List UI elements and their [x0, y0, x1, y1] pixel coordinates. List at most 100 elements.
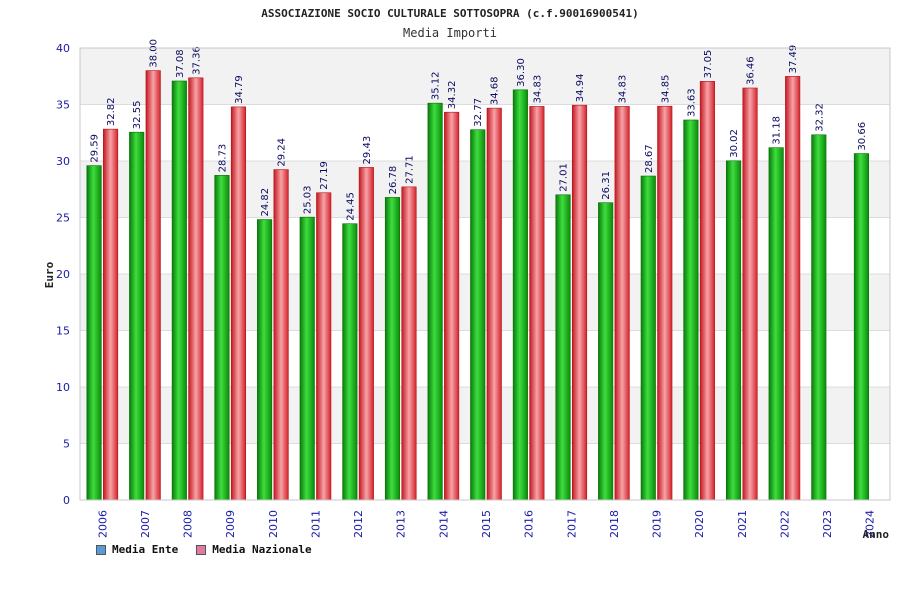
- x-tick-label: 2021: [736, 510, 749, 538]
- bar-media-ente: [555, 194, 571, 501]
- data-label: 38.00: [149, 39, 160, 68]
- data-label: 27.19: [319, 161, 330, 190]
- legend: Media Ente Media Nazionale: [96, 543, 312, 556]
- y-axis-title: Euro: [43, 261, 56, 288]
- bar-media-ente: [768, 147, 784, 501]
- x-tick-label: 2011: [309, 510, 322, 538]
- data-label: 28.67: [644, 144, 655, 173]
- y-tick-label: 25: [56, 212, 70, 225]
- x-tick-label: 2024: [864, 510, 877, 538]
- data-label: 30.02: [729, 129, 740, 158]
- bar-media-nazionale: [699, 81, 715, 501]
- legend-swatch-icon: [96, 544, 106, 555]
- bar-media-ente: [257, 219, 273, 501]
- bar-media-nazionale: [742, 87, 758, 501]
- bar-media-nazionale: [188, 77, 204, 501]
- data-label: 37.36: [191, 46, 202, 75]
- x-tick-label: 2007: [139, 510, 152, 538]
- x-tick-label: 2017: [565, 510, 578, 538]
- bar-media-ente: [598, 202, 614, 501]
- data-label: 29.43: [362, 136, 373, 165]
- data-label: 24.45: [345, 192, 356, 221]
- bar-media-ente: [853, 153, 869, 501]
- bar-media-nazionale: [145, 70, 161, 501]
- bar-media-nazionale: [401, 186, 417, 501]
- data-label: 29.24: [277, 138, 288, 167]
- data-label: 27.01: [559, 163, 570, 192]
- data-label: 32.77: [473, 98, 484, 127]
- bar-media-nazionale: [103, 128, 119, 501]
- x-tick-label: 2022: [778, 510, 791, 538]
- bar-media-ente: [86, 165, 102, 501]
- data-labels: 29.59 32.82 32.55 38.00 37.08 37.36 28.73 34.79…: [90, 39, 868, 221]
- bar-media-ente: [725, 160, 742, 501]
- data-label: 32.32: [814, 103, 825, 132]
- bar-media-ente: [640, 175, 656, 501]
- bar-media-ente: [811, 134, 827, 501]
- y-tick-label: 20: [56, 268, 70, 281]
- x-tick-label: 2023: [821, 510, 834, 538]
- data-label: 32.82: [106, 97, 117, 126]
- bar-media-ente: [427, 102, 443, 501]
- bar-media-ente: [384, 197, 401, 501]
- y-tick-label: 0: [63, 494, 70, 507]
- bar-media-nazionale: [614, 106, 630, 501]
- x-tick-label: 2015: [480, 510, 493, 538]
- bar-media-ente: [299, 216, 315, 501]
- bar-media-ente: [512, 89, 528, 501]
- data-label: 34.83: [618, 75, 629, 104]
- chart-title: ASSOCIAZIONE SOCIO CULTURALE SOTTOSOPRA …: [261, 7, 639, 20]
- data-label: 34.79: [234, 75, 245, 104]
- data-label: 24.82: [260, 188, 271, 217]
- data-label: 36.46: [746, 56, 757, 85]
- bar-media-ente: [683, 119, 699, 501]
- data-label: 37.05: [703, 50, 714, 79]
- x-tick-label: 2008: [182, 510, 195, 538]
- chart-subtitle: Media Importi: [403, 26, 497, 40]
- plot-frame: [79, 47, 891, 501]
- y-tick-label: 5: [63, 438, 70, 451]
- bar-media-nazionale: [657, 105, 673, 501]
- data-label: 34.68: [490, 76, 501, 105]
- x-tick-label: 2012: [352, 510, 365, 538]
- data-label: 34.32: [447, 81, 458, 110]
- x-tick-label: 2016: [523, 510, 536, 538]
- data-label: 31.18: [772, 116, 783, 145]
- x-tick-label: 2010: [267, 510, 280, 538]
- x-axis-title: Anno: [863, 528, 890, 541]
- data-label: 36.30: [516, 58, 527, 87]
- legend-item-media-ente: Media Ente: [96, 543, 178, 556]
- y-tick-label: 30: [56, 155, 70, 168]
- bar-media-ente: [470, 129, 486, 501]
- data-label: 30.66: [857, 122, 868, 151]
- bar-media-nazionale: [358, 167, 374, 501]
- data-label: 35.12: [431, 72, 442, 101]
- data-label: 34.94: [575, 74, 586, 103]
- x-tick-label: 2006: [96, 510, 109, 538]
- data-label: 32.55: [132, 101, 143, 130]
- data-label: 34.85: [660, 75, 671, 104]
- bar-media-ente: [129, 131, 145, 501]
- x-tick-label: 2014: [437, 510, 450, 538]
- data-label: 37.08: [175, 49, 186, 78]
- data-label: 37.49: [788, 45, 799, 74]
- legend-label: Media Ente: [112, 543, 179, 556]
- y-tick-label: 35: [56, 99, 70, 112]
- x-tick-label: 2009: [224, 510, 237, 538]
- data-label: 26.31: [601, 171, 612, 200]
- legend-label: Media Nazionale: [212, 543, 312, 556]
- y-tick-label: 40: [56, 42, 70, 55]
- legend-item-media-nazionale: Media Nazionale: [196, 543, 312, 556]
- x-tick-label: 2018: [608, 510, 621, 538]
- bar-media-ente: [214, 175, 230, 501]
- data-label: 34.83: [532, 75, 543, 104]
- bar-media-nazionale: [785, 76, 801, 501]
- axes: 0 5 10 15 20 25 30 35 40 2006 2007 2008 2009 2010 2011…: [56, 42, 891, 538]
- bar-media-ente: [171, 80, 187, 501]
- x-tick-label: 2019: [651, 510, 664, 538]
- bar-media-nazionale: [273, 169, 289, 501]
- bar-media-nazionale: [444, 111, 460, 501]
- y-tick-label: 10: [56, 381, 70, 394]
- y-tick-label: 15: [56, 325, 70, 338]
